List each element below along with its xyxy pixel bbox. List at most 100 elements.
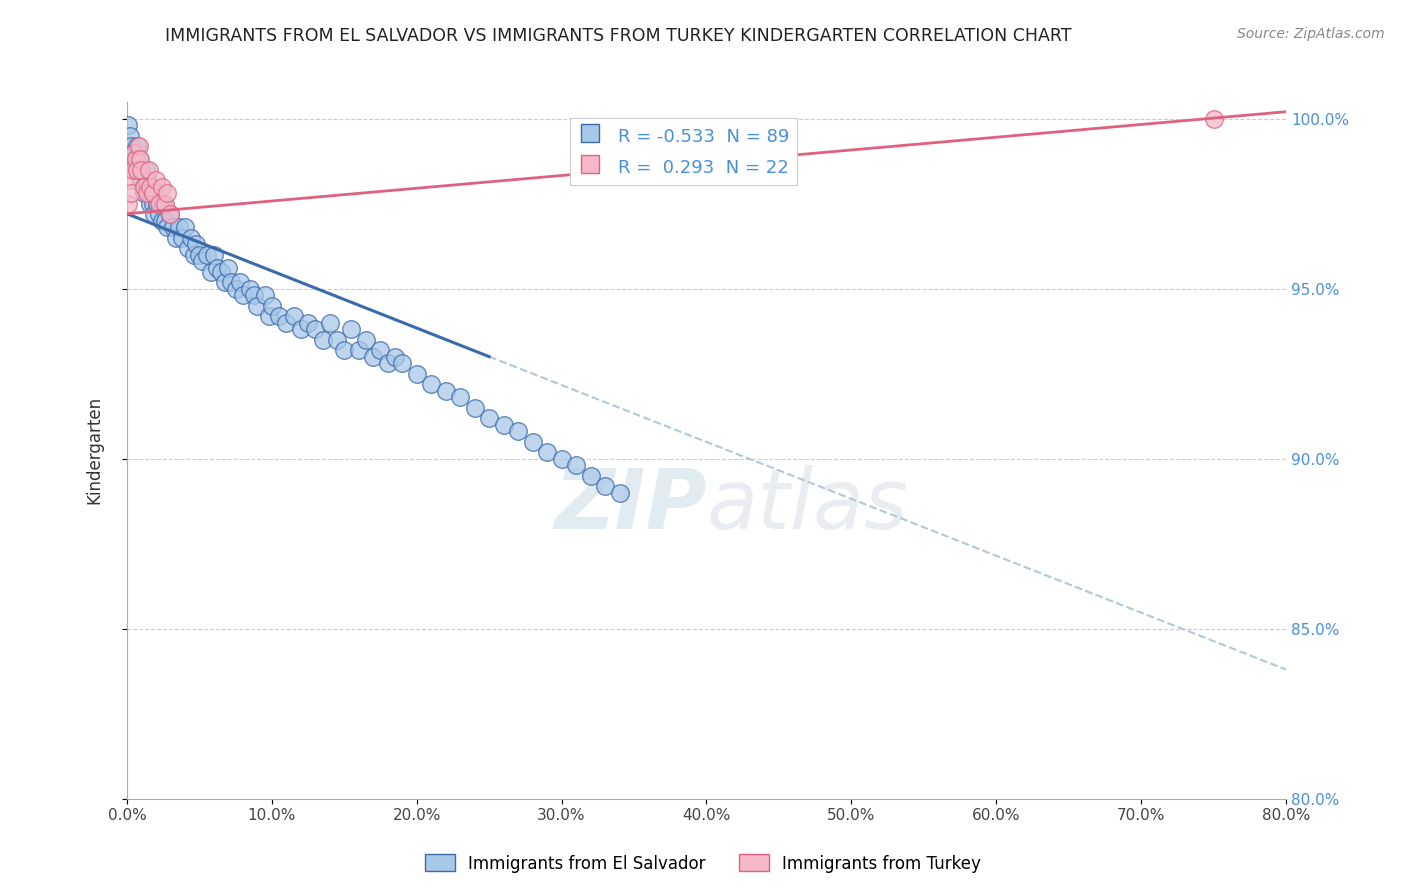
- Point: [536, 445, 558, 459]
- Point: [134, 179, 156, 194]
- Point: [377, 356, 399, 370]
- Point: [319, 316, 342, 330]
- Point: [391, 356, 413, 370]
- Point: [311, 333, 333, 347]
- Point: [138, 186, 160, 201]
- Point: [153, 213, 176, 227]
- Point: [229, 275, 252, 289]
- Y-axis label: Kindergarten: Kindergarten: [86, 396, 103, 504]
- Point: [243, 288, 266, 302]
- Point: [132, 179, 155, 194]
- Point: [128, 138, 150, 153]
- Point: [167, 220, 190, 235]
- Point: [333, 343, 356, 357]
- Point: [283, 309, 305, 323]
- Point: [420, 376, 443, 391]
- Point: [142, 196, 165, 211]
- Point: [148, 196, 170, 211]
- Text: IMMIGRANTS FROM EL SALVADOR VS IMMIGRANTS FROM TURKEY KINDERGARTEN CORRELATION C: IMMIGRANTS FROM EL SALVADOR VS IMMIGRANT…: [166, 27, 1071, 45]
- Point: [125, 162, 148, 177]
- Text: ZIP: ZIP: [554, 466, 706, 547]
- Point: [143, 207, 166, 221]
- Point: [153, 196, 176, 211]
- Legend: Immigrants from El Salvador, Immigrants from Turkey: Immigrants from El Salvador, Immigrants …: [418, 847, 988, 880]
- Point: [214, 275, 236, 289]
- Point: [124, 153, 146, 167]
- Point: [136, 186, 159, 201]
- Point: [135, 162, 157, 177]
- Point: [260, 299, 283, 313]
- Point: [276, 316, 298, 330]
- Point: [326, 333, 349, 347]
- Point: [246, 299, 269, 313]
- Point: [609, 485, 631, 500]
- Point: [141, 179, 163, 194]
- Point: [550, 451, 572, 466]
- Point: [173, 220, 195, 235]
- Point: [506, 425, 529, 439]
- Point: [117, 119, 139, 133]
- Point: [180, 230, 202, 244]
- Point: [191, 254, 214, 268]
- Text: atlas: atlas: [706, 466, 908, 547]
- Point: [165, 230, 187, 244]
- Point: [120, 138, 142, 153]
- Point: [128, 153, 150, 167]
- Point: [139, 179, 162, 194]
- Point: [239, 282, 262, 296]
- Point: [354, 333, 377, 347]
- Point: [121, 162, 143, 177]
- Point: [209, 264, 232, 278]
- Point: [152, 196, 174, 211]
- Point: [290, 322, 312, 336]
- Point: [297, 316, 319, 330]
- Point: [118, 128, 141, 143]
- Point: [120, 186, 142, 201]
- Point: [340, 322, 363, 336]
- Point: [347, 343, 370, 357]
- Point: [139, 196, 162, 211]
- Point: [142, 186, 165, 201]
- Point: [253, 288, 276, 302]
- Point: [117, 196, 139, 211]
- Point: [257, 309, 280, 323]
- Point: [150, 213, 173, 227]
- Point: [205, 261, 228, 276]
- Point: [195, 247, 218, 261]
- Point: [129, 153, 152, 167]
- Point: [138, 162, 160, 177]
- Point: [565, 458, 588, 473]
- Point: [145, 186, 167, 201]
- Point: [225, 282, 247, 296]
- Point: [384, 350, 406, 364]
- Point: [304, 322, 326, 336]
- Point: [149, 196, 172, 211]
- Point: [177, 241, 200, 255]
- Point: [131, 162, 153, 177]
- Point: [118, 173, 141, 187]
- Point: [183, 247, 205, 261]
- Point: [492, 417, 515, 432]
- Point: [162, 220, 184, 235]
- Point: [217, 261, 239, 276]
- Point: [449, 391, 471, 405]
- Point: [121, 145, 143, 160]
- Point: [156, 186, 179, 201]
- Point: [232, 288, 254, 302]
- Point: [145, 173, 167, 187]
- Point: [159, 207, 181, 221]
- Point: [219, 275, 242, 289]
- Point: [1202, 112, 1225, 126]
- Point: [267, 309, 290, 323]
- Point: [434, 384, 457, 398]
- Point: [124, 162, 146, 177]
- Point: [159, 207, 181, 221]
- Point: [136, 173, 159, 187]
- Point: [405, 367, 427, 381]
- Point: [131, 173, 153, 187]
- Point: [522, 434, 544, 449]
- Point: [361, 350, 384, 364]
- Point: [579, 468, 602, 483]
- Point: [370, 343, 392, 357]
- Point: [129, 162, 152, 177]
